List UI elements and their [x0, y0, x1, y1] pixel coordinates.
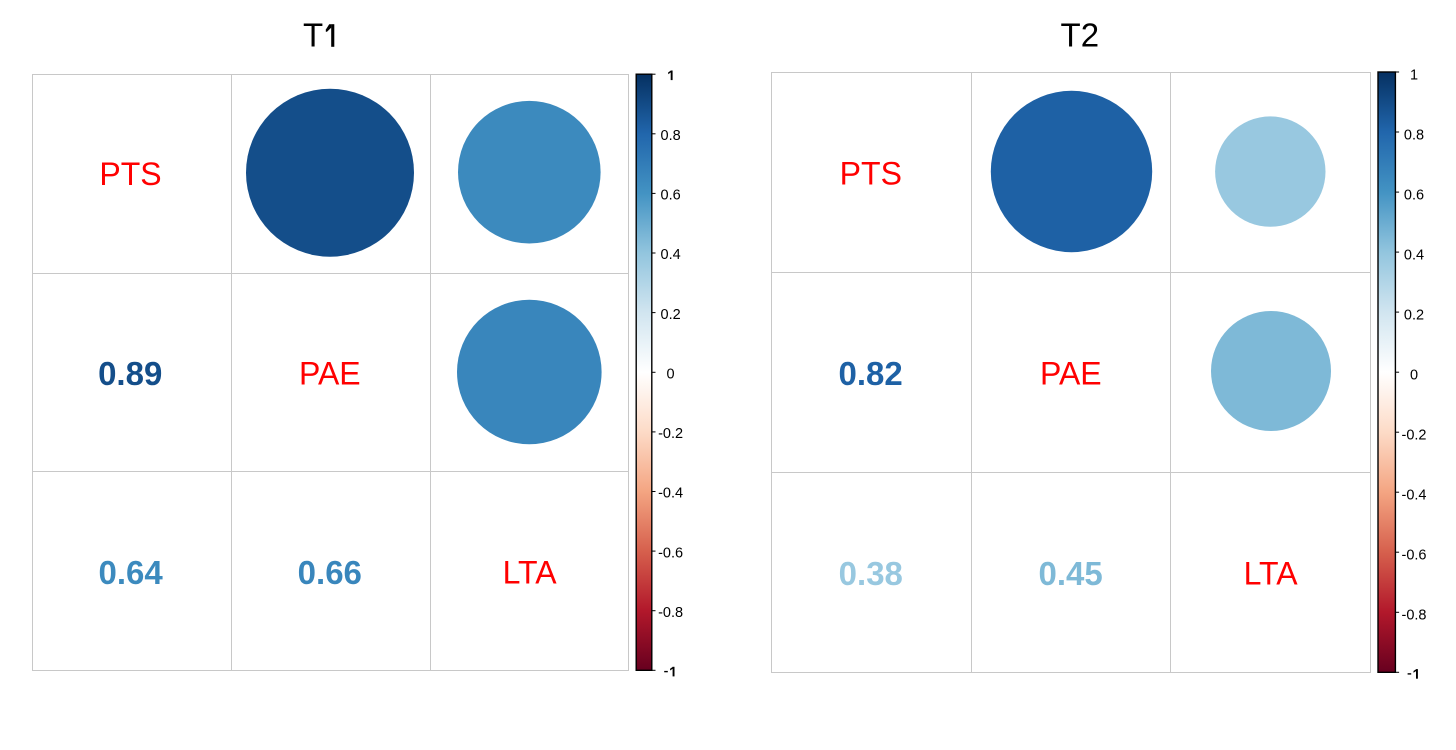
svg-text:0.45: 0.45: [1038, 555, 1102, 592]
svg-text:-0.6: -0.6: [658, 545, 683, 561]
svg-text:0.6: 0.6: [661, 188, 681, 204]
svg-text:0.8: 0.8: [1404, 127, 1424, 143]
svg-text:T2: T2: [1061, 17, 1100, 54]
svg-text:0.2: 0.2: [661, 307, 681, 323]
svg-text:LTA: LTA: [1244, 555, 1299, 591]
svg-text:0.89: 0.89: [98, 355, 162, 392]
svg-text:-0.4: -0.4: [658, 486, 683, 502]
svg-text:0.66: 0.66: [298, 554, 362, 591]
svg-text:-0.2: -0.2: [658, 426, 683, 442]
svg-text:0.8: 0.8: [661, 128, 681, 144]
svg-text:0: 0: [1410, 368, 1418, 384]
svg-text:0: 0: [667, 367, 675, 383]
svg-text:-0.4: -0.4: [1402, 488, 1427, 504]
svg-text:LTA: LTA: [503, 555, 558, 591]
svg-text:1: 1: [1410, 67, 1418, 83]
svg-text:-0.2: -0.2: [1402, 428, 1427, 444]
svg-text:-0.8: -0.8: [1402, 608, 1427, 624]
svg-text:0.38: 0.38: [839, 555, 903, 592]
svg-text:0.2: 0.2: [1404, 308, 1424, 324]
svg-text:0.64: 0.64: [98, 554, 163, 591]
svg-text:PAE: PAE: [299, 355, 361, 391]
svg-text:0.6: 0.6: [1404, 188, 1424, 204]
svg-text:-0.8: -0.8: [658, 605, 683, 621]
svg-text:0.4: 0.4: [661, 247, 681, 263]
svg-text:-0.6: -0.6: [1402, 548, 1427, 564]
svg-text:PTS: PTS: [99, 156, 161, 192]
svg-text:0.4: 0.4: [1404, 248, 1424, 264]
svg-text:PAE: PAE: [1040, 355, 1102, 391]
svg-text:0.82: 0.82: [838, 355, 902, 392]
svg-text:T: T: [303, 17, 323, 54]
svg-text:PTS: PTS: [840, 155, 902, 191]
